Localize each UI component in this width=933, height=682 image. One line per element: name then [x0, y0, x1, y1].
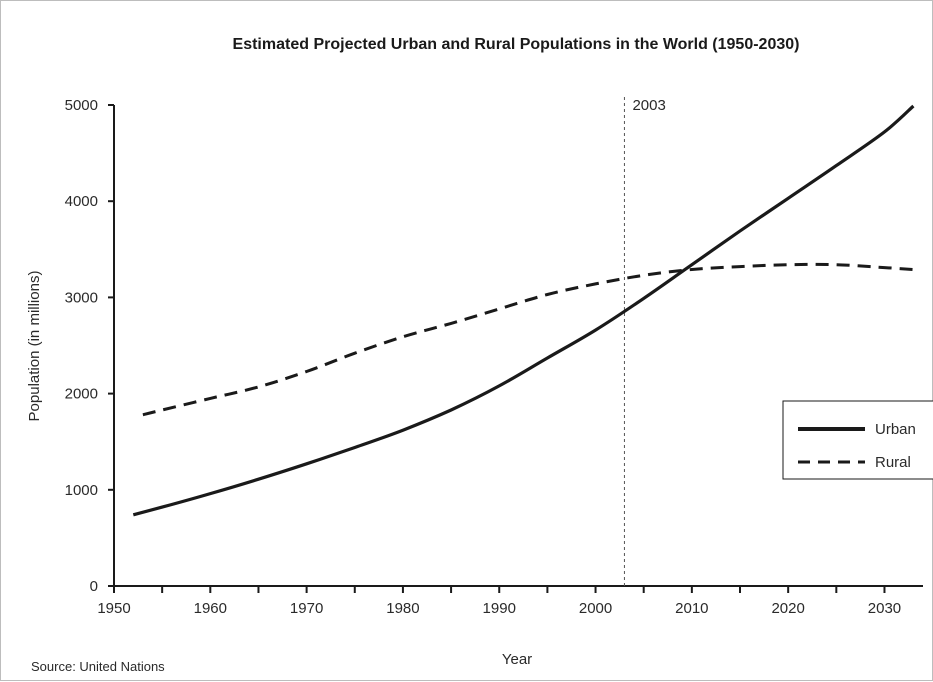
x-ticks: 1950 1960 1970 1980 1990 2000 2010 2020 2030: [97, 586, 901, 617]
y-tick-label: 2000: [65, 386, 98, 403]
x-tick-label: 1950: [97, 600, 130, 617]
x-axis-title: Year: [502, 651, 532, 668]
source-note: Source: United Nations: [31, 659, 165, 674]
series-layer: [132, 104, 915, 517]
legend-urban-label: Urban: [875, 421, 916, 438]
y-tick-label: 1000: [65, 482, 98, 499]
x-tick-label: 1970: [290, 600, 323, 617]
y-tick-label: 4000: [65, 193, 98, 210]
y-ticks: 0 1000 2000 3000 4000 5000: [65, 97, 114, 595]
chart-title: Estimated Projected Urban and Rural Popu…: [233, 36, 800, 53]
y-axis-title: Population (in millions): [26, 271, 43, 422]
x-tick-label: 1990: [483, 600, 516, 617]
x-tick-label: 2000: [579, 600, 612, 617]
y-tick-label: 0: [90, 578, 98, 595]
series-line-urban: [132, 104, 915, 517]
axes: [113, 105, 923, 587]
series-line-rural: [142, 262, 914, 417]
x-tick-label: 1980: [386, 600, 419, 617]
x-tick-label: 2020: [771, 600, 804, 617]
y-tick-label: 3000: [65, 289, 98, 306]
x-tick-label: 2010: [675, 600, 708, 617]
legend: Urban Rural: [782, 400, 933, 480]
legend-rural-label: Rural: [875, 454, 911, 471]
x-tick-label: 2030: [868, 600, 901, 617]
legend-box: [782, 400, 933, 480]
x-tick-label: 1960: [194, 600, 227, 617]
y-tick-label: 5000: [65, 97, 98, 114]
year-marker-label: 2003: [632, 97, 665, 114]
annotations: 2003: [623, 97, 666, 586]
